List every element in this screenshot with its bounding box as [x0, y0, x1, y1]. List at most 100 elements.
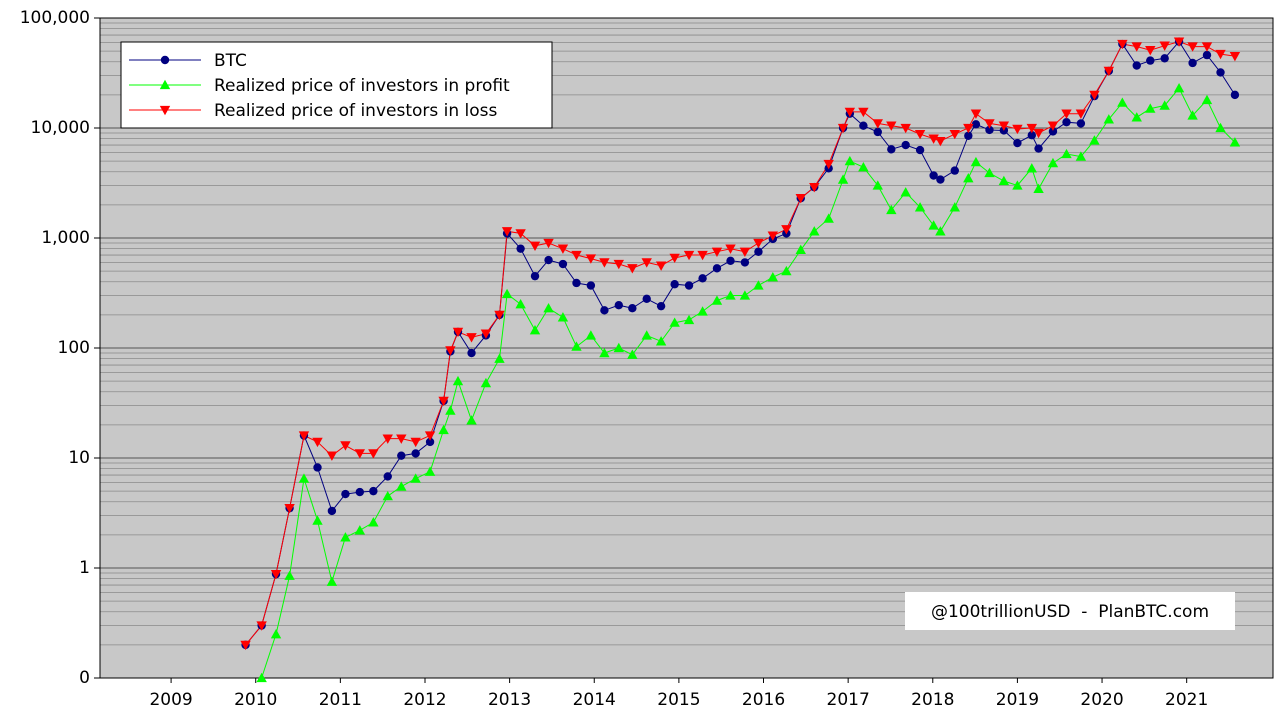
data-point — [964, 131, 973, 140]
data-point — [998, 121, 1010, 131]
data-point — [725, 244, 736, 254]
data-point — [844, 107, 856, 118]
data-point — [480, 377, 492, 388]
data-point — [445, 405, 456, 415]
data-point — [466, 415, 477, 425]
data-point — [438, 424, 449, 435]
legend-label: Realized price of investors in loss — [214, 101, 498, 121]
data-point — [1188, 58, 1197, 68]
data-point — [1173, 83, 1185, 93]
data-point — [669, 317, 680, 327]
data-point — [1159, 100, 1170, 110]
data-point — [844, 155, 856, 166]
data-point — [1076, 119, 1086, 128]
data-point — [1033, 128, 1044, 139]
data-point — [935, 136, 946, 147]
data-point — [1089, 135, 1100, 145]
data-point — [872, 119, 883, 129]
data-point — [572, 278, 581, 288]
data-point — [1216, 68, 1225, 77]
data-point — [1026, 163, 1037, 173]
data-point — [642, 294, 651, 304]
data-point — [1103, 66, 1115, 77]
data-point — [726, 256, 735, 266]
data-point — [558, 259, 568, 269]
data-point — [627, 349, 638, 359]
data-point — [494, 310, 505, 321]
data-point — [340, 441, 351, 451]
data-point — [656, 301, 666, 311]
data-point — [327, 506, 337, 516]
data-point — [950, 166, 959, 175]
annotation-box — [905, 592, 1235, 630]
data-point — [915, 145, 925, 155]
data-point — [467, 348, 476, 358]
data-point — [684, 281, 694, 290]
data-point — [641, 330, 652, 340]
data-point — [369, 486, 378, 496]
data-point — [697, 306, 708, 316]
data-point — [809, 226, 820, 236]
data-point — [753, 280, 764, 290]
legend-label: Realized price of investors in profit — [214, 76, 510, 96]
data-point — [438, 396, 449, 407]
data-point — [1187, 42, 1198, 52]
data-point — [1187, 110, 1198, 120]
data-point — [900, 187, 911, 197]
data-point — [445, 346, 456, 356]
data-point — [628, 304, 637, 313]
x-tick-label: 2020 — [1080, 690, 1123, 710]
data-point — [739, 290, 751, 300]
data-point — [501, 227, 513, 237]
x-tick-label: 2012 — [403, 690, 446, 710]
data-point — [312, 437, 323, 448]
data-point — [270, 569, 282, 580]
data-point — [837, 123, 849, 134]
data-point — [1117, 39, 1128, 50]
data-point — [585, 330, 597, 340]
data-point — [1012, 124, 1023, 135]
plot-border — [99, 17, 1274, 679]
data-point — [1047, 157, 1059, 168]
data-point — [1012, 180, 1023, 190]
legend-label: BTC — [214, 51, 247, 71]
data-point — [936, 175, 945, 184]
data-point — [284, 503, 295, 514]
data-point — [312, 515, 323, 525]
data-point — [949, 202, 960, 212]
data-point — [859, 121, 868, 130]
data-point — [599, 258, 610, 268]
data-point — [655, 336, 667, 346]
data-point — [858, 162, 869, 172]
data-point — [585, 254, 597, 264]
data-point — [1117, 97, 1128, 107]
legend-marker — [159, 79, 171, 90]
y-tick-label: 0 — [79, 668, 90, 688]
data-point — [1201, 94, 1213, 105]
data-point — [1229, 51, 1241, 62]
data-point — [627, 264, 638, 274]
data-point — [240, 640, 251, 651]
data-point — [1159, 41, 1170, 51]
data-point — [655, 261, 667, 271]
data-point — [452, 327, 464, 338]
data-point — [298, 473, 310, 483]
data-point — [382, 434, 393, 444]
y-tick-label: 100,000 — [20, 8, 90, 28]
data-point — [1132, 61, 1141, 70]
data-point — [1160, 54, 1169, 63]
data-point — [600, 306, 609, 315]
data-point — [530, 271, 540, 281]
data-point — [298, 431, 310, 441]
data-point — [313, 463, 322, 472]
data-point — [711, 247, 723, 257]
data-point — [382, 490, 393, 501]
data-point — [985, 125, 994, 135]
data-point — [396, 434, 407, 444]
data-point — [543, 303, 554, 313]
y-tick-label: 1 — [79, 558, 90, 578]
data-point — [544, 255, 553, 265]
data-point — [984, 167, 995, 178]
data-point — [900, 123, 911, 134]
data-point — [1145, 46, 1156, 56]
